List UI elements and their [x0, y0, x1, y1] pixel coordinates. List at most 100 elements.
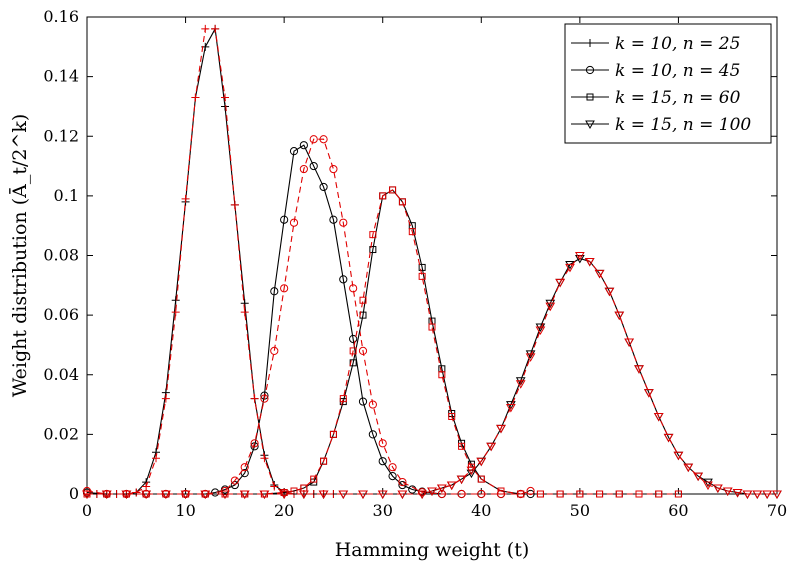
y-axis-label: Weight distribution (Ā_t/2^k) — [8, 114, 31, 398]
series-point — [614, 311, 625, 321]
series-point — [298, 490, 309, 500]
series-point — [596, 490, 604, 498]
series-point — [712, 484, 723, 494]
series-point — [259, 490, 270, 500]
series-point — [250, 394, 259, 403]
series-point — [663, 433, 674, 443]
series-5 — [83, 186, 682, 498]
series-point — [132, 488, 141, 497]
x-axis-label: Hamming weight (t) — [335, 539, 530, 561]
series-1 — [83, 24, 338, 498]
series-3 — [82, 135, 535, 499]
series-point — [674, 490, 682, 498]
series-point — [653, 412, 664, 422]
series-point — [180, 490, 191, 500]
series-point — [270, 482, 279, 491]
series-point — [349, 347, 357, 355]
series-point — [536, 490, 544, 498]
series-point — [358, 397, 368, 406]
series-point — [427, 487, 437, 497]
x-tick-label: 20 — [274, 501, 294, 520]
series-point — [230, 476, 239, 485]
series-point — [576, 490, 584, 498]
legend-label: k = 10, n = 25 — [615, 34, 740, 54]
series-point — [299, 141, 308, 150]
series-point — [486, 442, 497, 452]
series-point — [279, 490, 290, 500]
series-point — [643, 389, 654, 398]
series-point — [683, 463, 694, 473]
series-point — [161, 394, 170, 403]
y-tick-label: 0.1 — [54, 186, 79, 205]
series-point — [378, 457, 387, 466]
series-point — [584, 257, 595, 267]
series-point — [379, 192, 387, 200]
series-point — [703, 478, 713, 488]
series-point — [476, 457, 487, 467]
series-point — [458, 442, 466, 450]
x-tick-label: 50 — [570, 501, 590, 520]
y-tick-label: 0.12 — [43, 126, 79, 145]
series-point — [270, 346, 279, 355]
series-6 — [82, 254, 782, 500]
series-point — [615, 490, 623, 498]
series-layer — [82, 24, 782, 500]
series-point — [221, 102, 229, 111]
series-line — [86, 144, 531, 495]
series-line — [87, 189, 679, 495]
series-point — [398, 480, 407, 490]
y-tick-label: 0.02 — [43, 424, 79, 443]
series-point — [377, 490, 388, 500]
legend-marker — [586, 93, 594, 101]
series-point — [339, 218, 348, 227]
series-point — [515, 380, 526, 389]
series-point — [358, 490, 368, 500]
series-point — [655, 490, 663, 498]
series-point — [594, 269, 605, 279]
legend-entry: k = 10, n = 45 — [571, 61, 740, 81]
series-point — [388, 472, 397, 481]
series-point — [398, 477, 407, 487]
series-point — [221, 93, 229, 102]
series-point — [535, 323, 546, 333]
series-point — [772, 490, 782, 500]
series-point — [368, 430, 377, 439]
series-point — [181, 194, 190, 203]
series-line — [87, 27, 334, 495]
series-point — [437, 489, 446, 499]
series-point — [299, 164, 308, 174]
series-point — [329, 430, 337, 438]
series-point — [526, 486, 535, 496]
series-point — [457, 489, 466, 499]
series-point — [466, 466, 477, 476]
legend-entry: k = 10, n = 25 — [571, 34, 740, 54]
series-point — [703, 481, 713, 491]
series-point — [389, 186, 397, 194]
series-point — [505, 404, 516, 413]
series-point — [349, 284, 358, 293]
series-point — [574, 252, 585, 261]
series-point — [240, 463, 249, 472]
series-point — [240, 308, 249, 317]
series-point — [260, 394, 269, 403]
x-tick-label: 70 — [767, 501, 787, 520]
series-point — [319, 135, 328, 144]
series-point — [320, 457, 328, 465]
series-point — [477, 489, 486, 499]
series-point — [349, 334, 358, 344]
series-point — [515, 377, 526, 386]
series-point — [338, 490, 349, 500]
series-point — [732, 489, 743, 498]
series-point — [240, 299, 249, 308]
y-tick-label: 0.16 — [43, 7, 79, 26]
series-point — [446, 481, 457, 491]
series-point — [517, 490, 525, 498]
series-0 — [83, 24, 338, 498]
series-point — [309, 135, 318, 144]
series-point — [565, 263, 575, 273]
series-point — [230, 200, 239, 209]
series-line — [87, 189, 679, 495]
series-point — [211, 24, 220, 33]
series-point — [417, 490, 428, 500]
series-point — [556, 490, 564, 498]
